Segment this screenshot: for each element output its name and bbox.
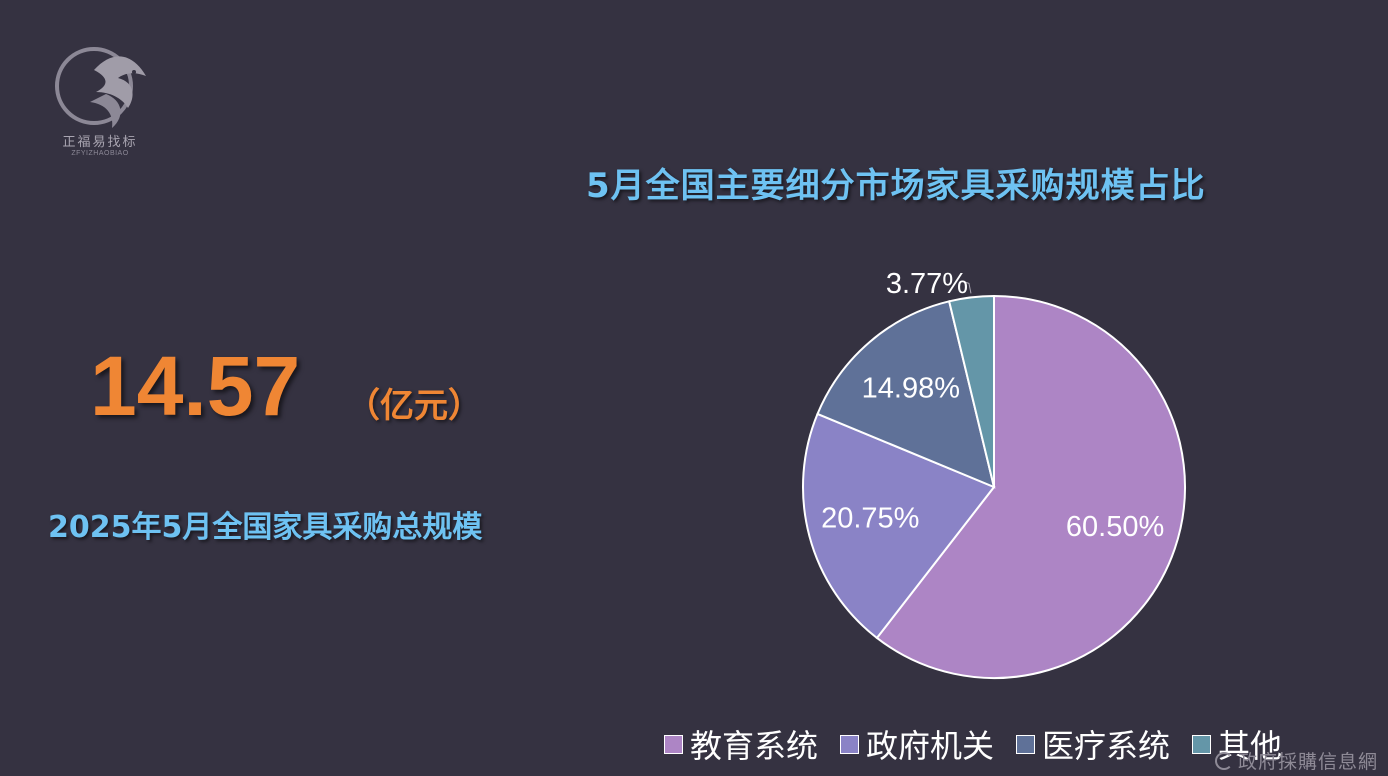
- legend-label: 教育系统: [690, 727, 819, 765]
- pie-slice-medical: [816, 300, 996, 489]
- chart-legend: 教育系统 政府机关 医疗系统 其他: [664, 721, 1282, 767]
- data-label-medical: 14.98%: [862, 372, 960, 404]
- legend-item-education: 教育系统: [664, 721, 818, 767]
- leader-line-other: [962, 280, 972, 294]
- legend-item-medical: 医疗系统: [1016, 721, 1170, 767]
- watermark-text: 政府採購信息網: [1237, 751, 1378, 773]
- data-label-government: 20.75%: [821, 502, 919, 534]
- data-label-education: 60.50%: [1066, 511, 1164, 543]
- data-label-other: 3.77%: [886, 268, 968, 300]
- total-value: 14.57: [90, 339, 301, 433]
- legend-swatch: [1016, 734, 1036, 754]
- logo-name: 正福易找标: [62, 135, 138, 150]
- legend-swatch: [1192, 734, 1212, 754]
- eagle-logo-icon: [55, 47, 146, 128]
- watermark-logo-icon: [1214, 751, 1233, 770]
- legend-swatch: [664, 734, 683, 754]
- total-caption: 2025年5月全国家具采购总规模: [48, 510, 483, 545]
- legend-item-government: 政府机关: [840, 721, 994, 767]
- logo-subname: ZFYIZHAOBIAO: [71, 150, 129, 157]
- total-unit: （亿元）: [346, 386, 482, 426]
- pie-slice-other: [947, 294, 995, 488]
- pie-slice-government: [802, 412, 996, 640]
- watermark: 政府採購信息網: [1214, 747, 1378, 774]
- legend-label: 政府机关: [866, 727, 995, 765]
- legend-label: 医疗系统: [1042, 727, 1171, 765]
- legend-swatch: [840, 734, 860, 754]
- pie-slice-education: [875, 294, 1186, 679]
- chart-title: 5月全国主要细分市场家具采购规模占比: [586, 166, 1206, 206]
